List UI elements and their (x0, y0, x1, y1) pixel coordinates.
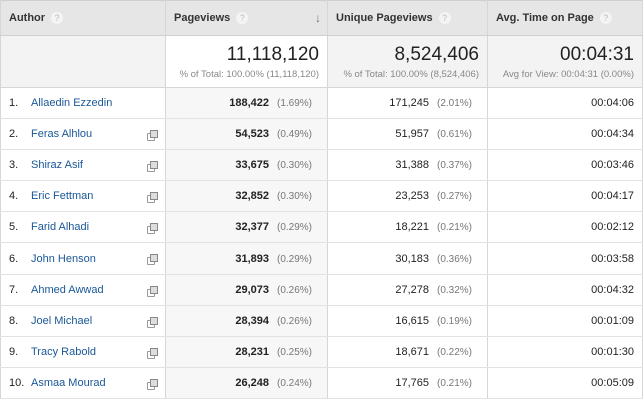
open-external-icon[interactable] (147, 192, 158, 204)
unique-pageviews-cell: 27,278 (0.32%) (327, 274, 488, 306)
avg-time-cell: 00:05:09 (487, 367, 643, 399)
totals-avg-time: 00:04:31 Avg for View: 00:04:31 (0.00%) (487, 35, 643, 88)
help-icon[interactable]: ? (599, 12, 612, 25)
row-number: 1. (9, 97, 19, 110)
pageviews-cell: 31,893 (0.29%) (165, 242, 328, 275)
author-cell: 4. Eric Fettman (0, 180, 166, 213)
open-external-icon[interactable] (147, 130, 158, 142)
pageviews-cell: 188,422 (1.69%) (165, 87, 328, 120)
row-number: 6. (9, 252, 19, 265)
unique-pageviews-cell: 18,221 (0.21%) (327, 211, 488, 244)
table-row: 2. Feras Alhlou 54,523 (0.49%) 51,957 (0.61… (0, 118, 643, 151)
totals-pageviews: 11,118,120% of Total: 100.00% (11,118,12… (165, 35, 328, 88)
header-row: Author? Pageviews? ↓ Unique Pageviews? Av… (0, 0, 643, 36)
open-external-icon[interactable] (147, 254, 158, 266)
help-icon[interactable]: ? (51, 12, 64, 25)
row-number: 9. (9, 345, 19, 358)
author-link[interactable]: John Henson (31, 252, 96, 265)
pageviews-cell: 28,231 (0.25%) (165, 336, 328, 368)
row-number: 10. (9, 376, 25, 389)
author-cell: 3. Shiraz Asif (0, 149, 166, 182)
author-cell: 7. Ahmed Awwad (0, 274, 166, 306)
open-external-icon[interactable] (147, 316, 158, 328)
unique-pageviews-cell: 18,671 (0.22%) (327, 336, 488, 368)
open-external-icon[interactable] (147, 161, 158, 173)
table-row: 8. Joel Michael 28,394 (0.26%) 16,615 (0.19… (0, 305, 643, 337)
sort-descending-icon[interactable]: ↓ (315, 11, 321, 25)
totals-row: 11,118,120% of Total: 100.00% (11,118,12… (0, 35, 643, 88)
header-author[interactable]: Author? (0, 0, 166, 36)
row-number: 7. (9, 283, 19, 296)
row-number: 8. (9, 314, 19, 327)
row-number: 5. (9, 221, 19, 234)
avg-time-cell: 00:01:30 (487, 336, 643, 368)
open-external-icon[interactable] (147, 285, 158, 297)
pageviews-cell: 32,377 (0.29%) (165, 211, 328, 244)
table-row: 4. Eric Fettman 32,852 (0.30%) 23,253 (0.27… (0, 180, 643, 213)
author-link[interactable]: Ahmed Awwad (31, 283, 104, 296)
pageviews-cell: 32,852 (0.30%) (165, 180, 328, 213)
author-cell: 2. Feras Alhlou (0, 118, 166, 151)
table-row: 10. Asmaa Mourad 26,248 (0.24%) 17,765 (0.2… (0, 367, 643, 399)
header-unique-pageviews[interactable]: Unique Pageviews? (327, 0, 488, 36)
author-cell: 10. Asmaa Mourad (0, 367, 166, 399)
totals-unique-pageviews: 8,524,406% of Total: 100.00% (8,524,406) (327, 35, 488, 88)
author-link[interactable]: Joel Michael (31, 314, 93, 327)
avg-time-cell: 00:04:06 (487, 87, 643, 120)
header-pageviews[interactable]: Pageviews? ↓ (165, 0, 328, 36)
author-cell: 9. Tracy Rabold (0, 336, 166, 368)
unique-pageviews-cell: 31,388 (0.37%) (327, 149, 488, 182)
table-row: 9. Tracy Rabold 28,231 (0.25%) 18,671 (0.22… (0, 336, 643, 368)
header-avg-time[interactable]: Avg. Time on Page? (487, 0, 643, 36)
avg-time-cell: 00:03:58 (487, 242, 643, 275)
unique-pageviews-cell: 17,765 (0.21%) (327, 367, 488, 399)
unique-pageviews-cell: 23,253 (0.27%) (327, 180, 488, 213)
table-row: 1. Allaedin Ezzedin 188,422 (1.69%) 171,24… (0, 87, 643, 120)
pageviews-cell: 29,073 (0.26%) (165, 274, 328, 306)
avg-time-cell: 00:04:17 (487, 180, 643, 213)
author-link[interactable]: Feras Alhlou (31, 128, 93, 141)
avg-time-cell: 00:03:46 (487, 149, 643, 182)
author-cell: 5. Farid Alhadi (0, 211, 166, 244)
table-row: 3. Shiraz Asif 33,675 (0.30%) 31,388 (0.37%… (0, 149, 643, 182)
unique-pageviews-cell: 171,245 (2.01%) (327, 87, 488, 120)
author-link[interactable]: Farid Alhadi (31, 221, 90, 234)
author-cell: 1. Allaedin Ezzedin (0, 87, 166, 120)
author-link[interactable]: Eric Fettman (31, 190, 94, 203)
pageviews-cell: 33,675 (0.30%) (165, 149, 328, 182)
unique-pageviews-cell: 16,615 (0.19%) (327, 305, 488, 337)
table-row: 5. Farid Alhadi 32,377 (0.29%) 18,221 (0.21… (0, 211, 643, 244)
avg-time-cell: 00:04:32 (487, 274, 643, 306)
avg-time-cell: 00:02:12 (487, 211, 643, 244)
help-icon[interactable]: ? (438, 12, 451, 25)
author-link[interactable]: Allaedin Ezzedin (31, 97, 113, 110)
author-cell: 8. Joel Michael (0, 305, 166, 337)
unique-pageviews-cell: 51,957 (0.61%) (327, 118, 488, 151)
totals-author-cell (0, 35, 166, 88)
table-row: 7. Ahmed Awwad 29,073 (0.26%) 27,278 (0.32%… (0, 274, 643, 306)
row-number: 2. (9, 128, 19, 141)
avg-time-cell: 00:01:09 (487, 305, 643, 337)
author-cell: 6. John Henson (0, 242, 166, 275)
row-number: 3. (9, 159, 19, 172)
author-link[interactable]: Asmaa Mourad (31, 376, 106, 389)
open-external-icon[interactable] (147, 223, 158, 235)
pageviews-cell: 54,523 (0.49%) (165, 118, 328, 151)
table-row: 6. John Henson 31,893 (0.29%) 30,183 (0.36%… (0, 242, 643, 275)
open-external-icon[interactable] (147, 347, 158, 359)
open-external-icon[interactable] (147, 378, 158, 390)
pageviews-cell: 28,394 (0.26%) (165, 305, 328, 337)
help-icon[interactable]: ? (236, 12, 249, 25)
avg-time-cell: 00:04:34 (487, 118, 643, 151)
pageviews-cell: 26,248 (0.24%) (165, 367, 328, 399)
row-number: 4. (9, 190, 19, 203)
author-link[interactable]: Tracy Rabold (31, 345, 97, 358)
unique-pageviews-cell: 30,183 (0.36%) (327, 242, 488, 275)
author-link[interactable]: Shiraz Asif (31, 159, 83, 172)
